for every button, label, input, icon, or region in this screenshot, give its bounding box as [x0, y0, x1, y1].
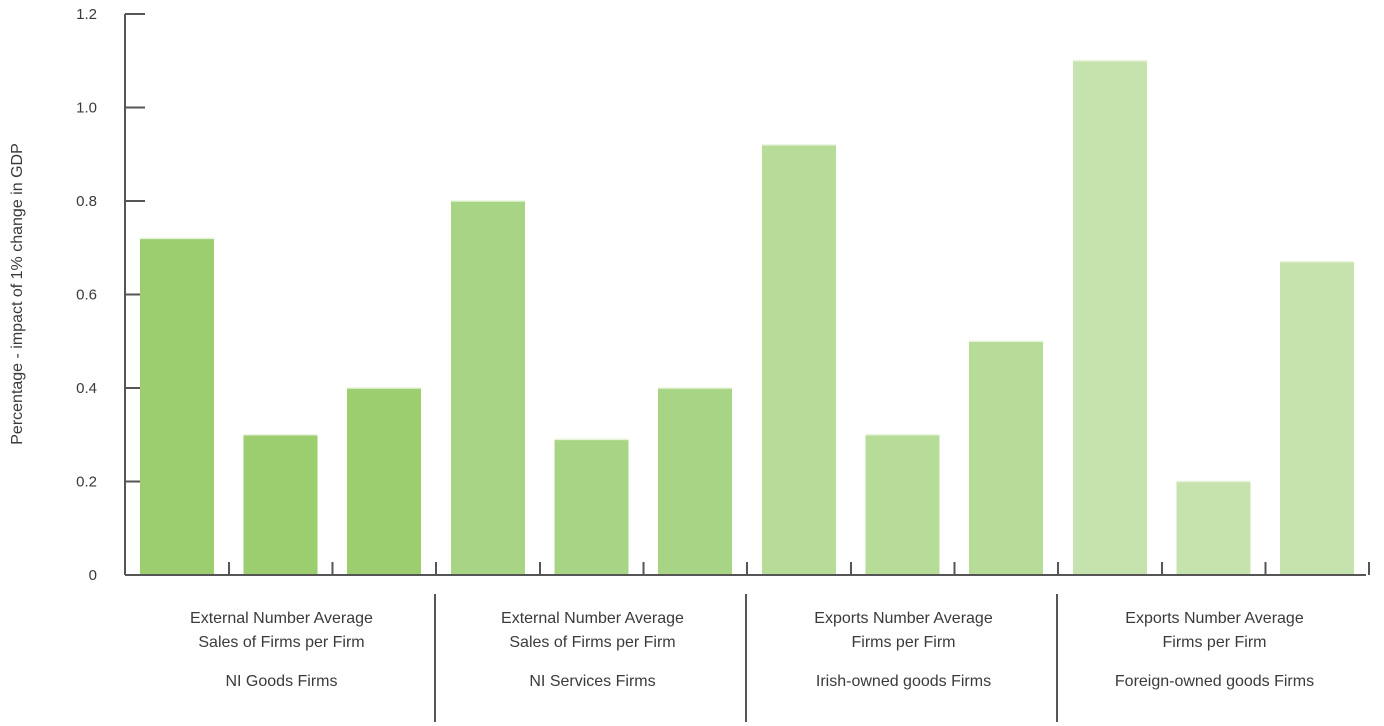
group-label: NI Goods Firms	[225, 673, 337, 690]
measure-label: Sales of Firms per Firm	[509, 634, 675, 651]
bar	[451, 201, 525, 575]
y-axis: 0 0.2 0.4 0.6 0.8 1.0 1.2	[76, 6, 145, 584]
y-tick-label: 0.4	[76, 380, 97, 397]
y-tick-label: 1.0	[76, 100, 97, 117]
bar	[243, 434, 318, 575]
y-tick-label: 0	[89, 567, 97, 584]
group-label: Irish-owned goods Firms	[816, 673, 991, 690]
measure-label: External Number Average	[190, 610, 373, 627]
measure-label: Firms per Firm	[852, 634, 956, 651]
measure-label: Exports Number Average	[1125, 610, 1304, 627]
y-tick-label: 0.2	[76, 474, 97, 491]
bar	[658, 388, 732, 575]
bar	[1073, 60, 1147, 575]
bar	[1176, 481, 1251, 575]
x-axis	[125, 562, 1370, 576]
bar	[762, 144, 836, 575]
bar	[865, 434, 940, 575]
y-tick-label: 1.2	[76, 6, 97, 23]
group-labels: External Number Average Sales of Firms pe…	[190, 594, 1314, 722]
bar	[140, 238, 214, 575]
y-tick-label: 0.8	[76, 193, 97, 210]
y-tick-label: 0.6	[76, 287, 97, 304]
group-label: NI Services Firms	[529, 673, 655, 690]
measure-label: Firms per Firm	[1163, 634, 1267, 651]
bar	[554, 439, 629, 575]
bar	[347, 388, 421, 575]
y-axis-title: Percentage - impact of 1% change in GDP	[9, 143, 26, 445]
bar	[969, 341, 1043, 575]
measure-label: External Number Average	[501, 610, 684, 627]
measure-label: Exports Number Average	[814, 610, 993, 627]
measure-label: Sales of Firms per Firm	[198, 634, 364, 651]
group-label: Foreign-owned goods Firms	[1115, 673, 1314, 690]
bars	[140, 60, 1354, 575]
bar	[1280, 261, 1354, 575]
